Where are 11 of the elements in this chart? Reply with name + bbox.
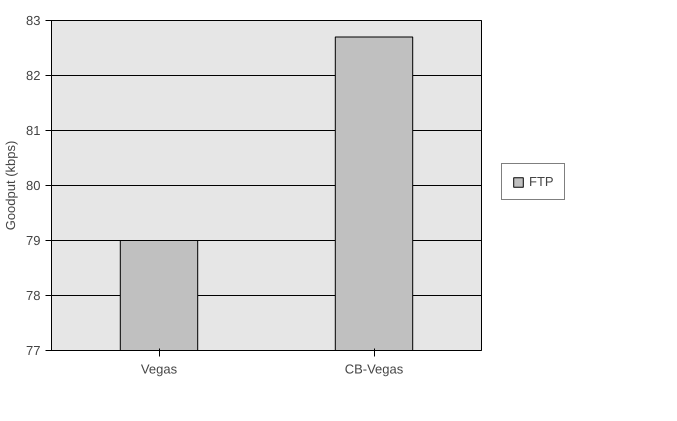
y-tick-label: 79 bbox=[26, 233, 41, 248]
x-tick-label: CB-Vegas bbox=[344, 362, 404, 376]
y-tick-label: 77 bbox=[26, 343, 41, 358]
y-tick-label: 81 bbox=[26, 123, 41, 138]
y-tick-label: 83 bbox=[26, 13, 41, 28]
y-tick-label: 78 bbox=[26, 288, 41, 303]
y-axis-title: Goodput (kbps) bbox=[3, 140, 18, 230]
x-tick-label: Vegas bbox=[140, 362, 178, 376]
y-tick-label: 80 bbox=[26, 178, 41, 193]
y-tick-label: 82 bbox=[26, 68, 41, 83]
legend-label: FTP bbox=[529, 174, 554, 189]
